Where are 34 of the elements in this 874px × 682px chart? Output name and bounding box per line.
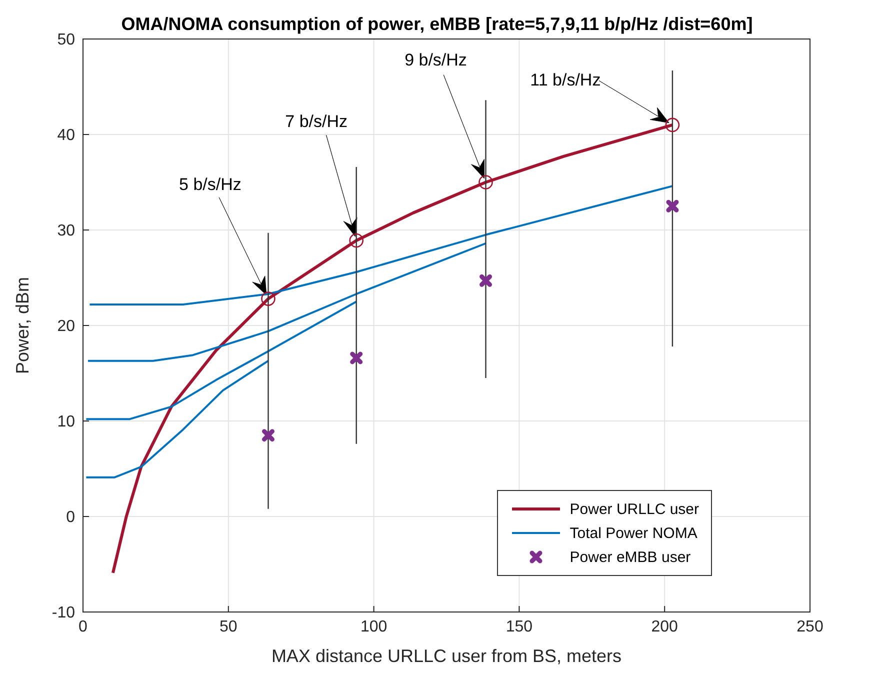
annotation: 9 b/s/Hz: [404, 50, 467, 70]
y-tick-label: 20: [57, 318, 76, 336]
point: [350, 352, 363, 364]
annotation: 11 b/s/Hz: [530, 70, 601, 90]
y-tick-label: 10: [57, 414, 76, 431]
x-tick-label: 50: [220, 618, 238, 636]
y-tick-label: 0: [66, 509, 76, 526]
point: [262, 429, 274, 442]
x-tick-label: 250: [796, 618, 824, 636]
x-axis-title: MAX distance URLLC user from BS, meters: [271, 646, 622, 666]
line-series: [85, 360, 270, 478]
x-tick-label: 100: [360, 618, 388, 636]
x-tick-label: 200: [651, 618, 678, 636]
x-tick-label: 150: [506, 618, 533, 636]
y-tick-label: -10: [52, 604, 76, 622]
point: [349, 233, 364, 248]
y-tick-label: 40: [57, 127, 76, 144]
annotation: 5 b/s/Hz: [179, 175, 242, 194]
x-tick-label: 0: [78, 618, 88, 636]
point: [261, 292, 276, 306]
y-tick-label: 50: [57, 32, 76, 49]
point: [480, 274, 492, 287]
legend-label: Power URLLC user: [570, 500, 699, 518]
chart-title: OMA/NOMA consumption of power, eMBB [rate=5,7,9,11 b/p/Hz /dist=60m]: [121, 14, 753, 34]
y-tick-label: 30: [57, 222, 76, 240]
annotation: 7 b/s/Hz: [285, 112, 348, 131]
point: [665, 118, 680, 132]
legend-label: Total Power NOMA: [570, 524, 698, 542]
point: [666, 200, 679, 212]
point: [478, 175, 493, 190]
line-series: [86, 242, 487, 362]
y-axis-title: Power, dBm: [12, 276, 32, 374]
line-series: [85, 300, 358, 420]
legend-label: Power eMBB user: [570, 548, 691, 566]
